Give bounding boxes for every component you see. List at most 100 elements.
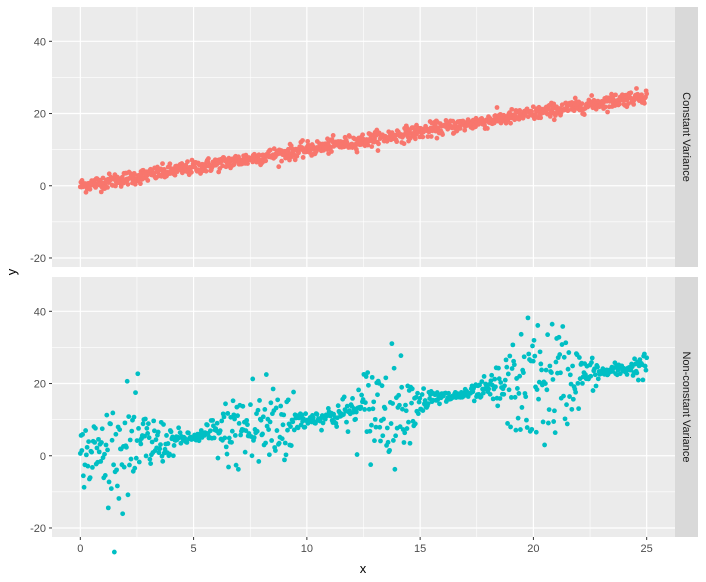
data-point (390, 401, 395, 406)
data-point (362, 407, 367, 412)
strip-label: Constant Variance (680, 92, 692, 182)
x-tick-label: 25 (641, 543, 653, 555)
data-point (402, 440, 407, 445)
data-point (591, 388, 596, 393)
data-point (402, 430, 407, 435)
data-point (350, 396, 355, 401)
x-tick-label: 15 (414, 543, 426, 555)
data-point (113, 432, 118, 437)
data-point (103, 473, 108, 478)
data-point (526, 352, 531, 357)
data-point (116, 496, 121, 501)
data-point (126, 182, 131, 187)
data-point (403, 403, 408, 408)
data-point (171, 453, 176, 458)
x-tick-label: 0 (77, 543, 83, 555)
data-point (227, 436, 232, 441)
data-point (275, 397, 280, 402)
data-point (389, 341, 394, 346)
data-point (393, 433, 398, 438)
data-point (205, 423, 210, 428)
data-point (557, 335, 562, 340)
data-point (137, 460, 142, 465)
data-point (83, 428, 88, 433)
data-point (225, 452, 230, 457)
y-tick-label: 0 (40, 181, 46, 193)
data-point (107, 480, 112, 485)
data-point (154, 437, 159, 442)
data-point (223, 401, 228, 406)
data-point (206, 156, 211, 161)
data-point (291, 390, 296, 395)
data-point (256, 408, 261, 413)
data-point (535, 323, 540, 328)
data-point (237, 421, 242, 426)
data-point (625, 372, 630, 377)
data-point (127, 463, 132, 468)
data-point (410, 386, 415, 391)
data-point (495, 403, 500, 408)
data-point (112, 550, 117, 555)
data-point (501, 392, 506, 397)
data-point (233, 433, 238, 438)
data-point (355, 150, 360, 155)
data-point (517, 374, 522, 379)
data-point (229, 440, 234, 445)
data-point (148, 461, 153, 466)
data-point (172, 443, 177, 448)
y-tick-label: -20 (30, 253, 46, 265)
x-tick-label: 5 (191, 543, 197, 555)
data-point (538, 349, 543, 354)
data-point (256, 459, 261, 464)
data-point (261, 414, 266, 419)
data-point (376, 141, 381, 146)
data-point (215, 421, 220, 426)
data-point (234, 463, 239, 468)
data-point (557, 352, 562, 357)
data-point (577, 355, 582, 360)
data-point (558, 370, 563, 375)
data-point (408, 441, 413, 446)
data-point (164, 433, 169, 438)
data-point (273, 448, 278, 453)
data-point (363, 400, 368, 405)
data-point (570, 364, 575, 369)
data-point (115, 484, 120, 489)
data-point (566, 350, 571, 355)
data-point (544, 368, 549, 373)
data-point (406, 420, 411, 425)
data-point (369, 144, 374, 149)
data-point (160, 161, 165, 166)
data-point (346, 429, 351, 434)
data-point (634, 371, 639, 376)
data-point (520, 405, 525, 410)
data-point (519, 332, 524, 337)
data-point (283, 441, 288, 446)
data-point (336, 403, 341, 408)
data-point (210, 418, 215, 423)
data-point (387, 448, 392, 453)
data-point (303, 411, 308, 416)
data-point (504, 357, 509, 362)
data-point (536, 397, 541, 402)
data-point (589, 93, 594, 98)
data-point (355, 452, 360, 457)
data-point (496, 366, 501, 371)
data-point (383, 375, 388, 380)
data-point (376, 148, 381, 153)
data-point (114, 467, 119, 472)
data-point (415, 391, 420, 396)
data-point (129, 457, 134, 462)
data-point (334, 424, 339, 429)
data-point (526, 315, 531, 320)
data-point (288, 424, 293, 429)
data-point (498, 380, 503, 385)
data-point (564, 402, 569, 407)
data-point (275, 428, 280, 433)
data-point (79, 448, 84, 453)
data-point (104, 413, 109, 418)
data-point (534, 430, 539, 435)
data-point (99, 440, 104, 445)
data-point (628, 90, 633, 95)
